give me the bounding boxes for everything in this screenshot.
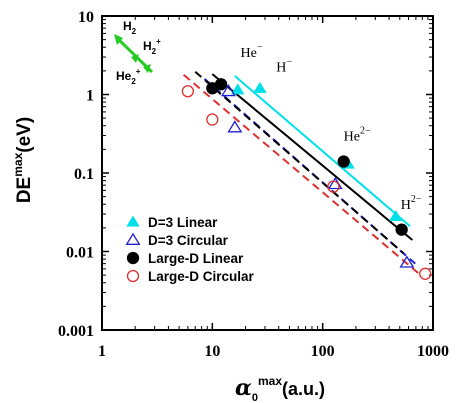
molecule-inset: H2 H2+He2+ (114, 19, 161, 86)
data-point (230, 83, 245, 95)
data-point (327, 180, 340, 193)
y-tick-label: 0.01 (66, 245, 94, 262)
ion-label: H− (276, 57, 292, 76)
y-tick-label: 0.001 (58, 323, 94, 340)
data-point (126, 269, 140, 283)
data-point (126, 251, 140, 265)
legend-label: Large-D Linear (148, 251, 244, 266)
molecule-label: H2+ (143, 37, 161, 56)
data-point (227, 120, 243, 133)
data-point (399, 255, 415, 268)
fit-line (183, 74, 423, 278)
y-axis-label: DEmax(eV) (11, 117, 35, 203)
x-tick-label: 1000 (417, 343, 449, 360)
fit-lines (183, 70, 423, 278)
data-point (125, 232, 141, 245)
data-point (389, 209, 403, 221)
data-point (181, 85, 195, 98)
y-tick-label: 0.1 (74, 166, 94, 183)
arrow-mark (131, 54, 139, 63)
arrow-head (114, 34, 123, 45)
ion-label: He− (240, 42, 262, 61)
ion-label: He2− (344, 125, 371, 144)
legend: D=3 Linear D=3 Circular Large-D Linear Larg… (125, 215, 255, 284)
legend-label: D=3 Circular (148, 233, 229, 248)
molecule-label: He2+ (116, 67, 141, 86)
ion-label: H2− (401, 194, 422, 213)
data-point (337, 155, 350, 168)
y-tick-label: 1 (86, 88, 94, 105)
arrow-mark (143, 64, 151, 73)
molecule-label: H2 (123, 19, 137, 36)
data-point (126, 215, 140, 227)
data-point (220, 84, 236, 97)
x-axis-label: α0max(a.u.) (235, 374, 325, 403)
data-point (419, 267, 432, 280)
fit-line (194, 70, 405, 255)
data-point (206, 113, 219, 126)
axis-ticks: 1 10 100 1000 0.001 0.01 0.1 1 10 (58, 9, 449, 360)
fit-line (211, 73, 413, 241)
data-point (395, 223, 408, 236)
x-tick-label: 1 (98, 343, 106, 360)
x-tick-label: 100 (311, 343, 335, 360)
data-points (181, 78, 432, 280)
y-tick-label: 10 (78, 9, 94, 26)
x-tick-label: 10 (204, 343, 220, 360)
legend-label: Large-D Circular (148, 269, 255, 284)
data-point (214, 78, 228, 91)
data-point (253, 81, 267, 93)
annotations: He− H− He2− H2− (240, 42, 421, 213)
legend-label: D=3 Linear (148, 215, 218, 230)
fit-line (234, 75, 411, 227)
